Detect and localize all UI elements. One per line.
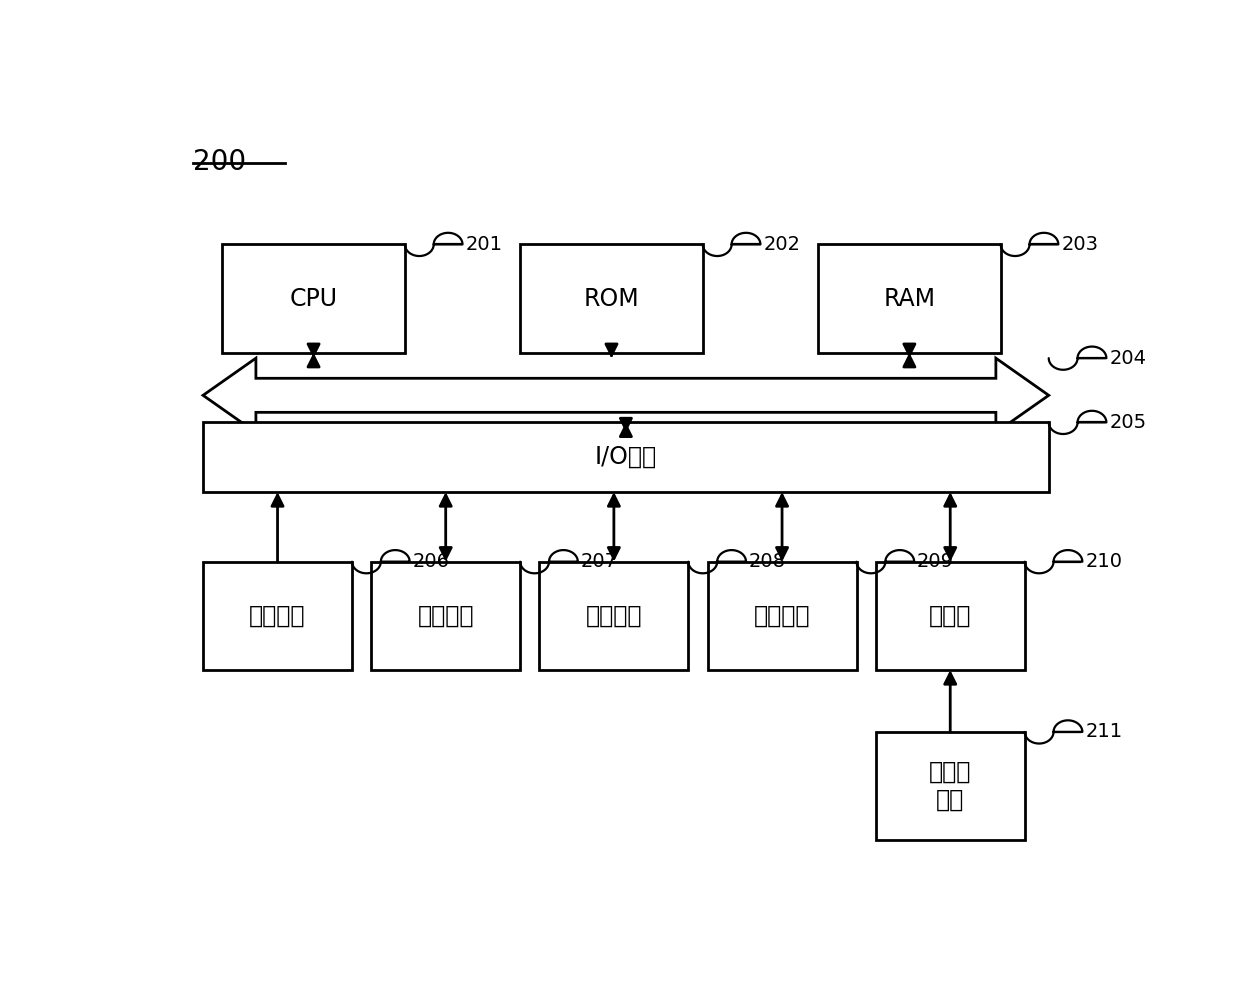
- Text: 储存部分: 储存部分: [585, 604, 642, 628]
- Text: 输出部分: 输出部分: [418, 604, 474, 628]
- Bar: [203, 562, 352, 670]
- Bar: [203, 422, 1049, 492]
- Text: 201: 201: [465, 235, 502, 254]
- Bar: [818, 244, 1001, 353]
- Text: 204: 204: [1110, 349, 1146, 368]
- Bar: [521, 244, 703, 353]
- Text: 驱动器: 驱动器: [929, 604, 971, 628]
- Text: 通信部分: 通信部分: [754, 604, 810, 628]
- Text: 可拆卸
介质: 可拆卸 介质: [929, 760, 971, 812]
- Text: 205: 205: [1110, 413, 1147, 432]
- Text: 210: 210: [1085, 552, 1122, 571]
- Text: CPU: CPU: [290, 286, 337, 311]
- Bar: [371, 562, 521, 670]
- Text: 211: 211: [1085, 723, 1122, 742]
- Text: ROM: ROM: [584, 286, 640, 311]
- Text: 206: 206: [413, 552, 450, 571]
- Bar: [222, 244, 404, 353]
- Bar: [875, 732, 1024, 840]
- Polygon shape: [203, 358, 1049, 432]
- Text: 208: 208: [749, 552, 786, 571]
- Bar: [708, 562, 857, 670]
- Text: I/O接口: I/O接口: [595, 445, 657, 469]
- Text: 203: 203: [1061, 235, 1099, 254]
- Text: 输入部分: 输入部分: [249, 604, 306, 628]
- Text: 202: 202: [764, 235, 800, 254]
- Bar: [875, 562, 1024, 670]
- Text: 200: 200: [193, 148, 247, 176]
- Text: 207: 207: [580, 552, 618, 571]
- Text: RAM: RAM: [883, 286, 935, 311]
- Text: 209: 209: [918, 552, 954, 571]
- Bar: [539, 562, 688, 670]
